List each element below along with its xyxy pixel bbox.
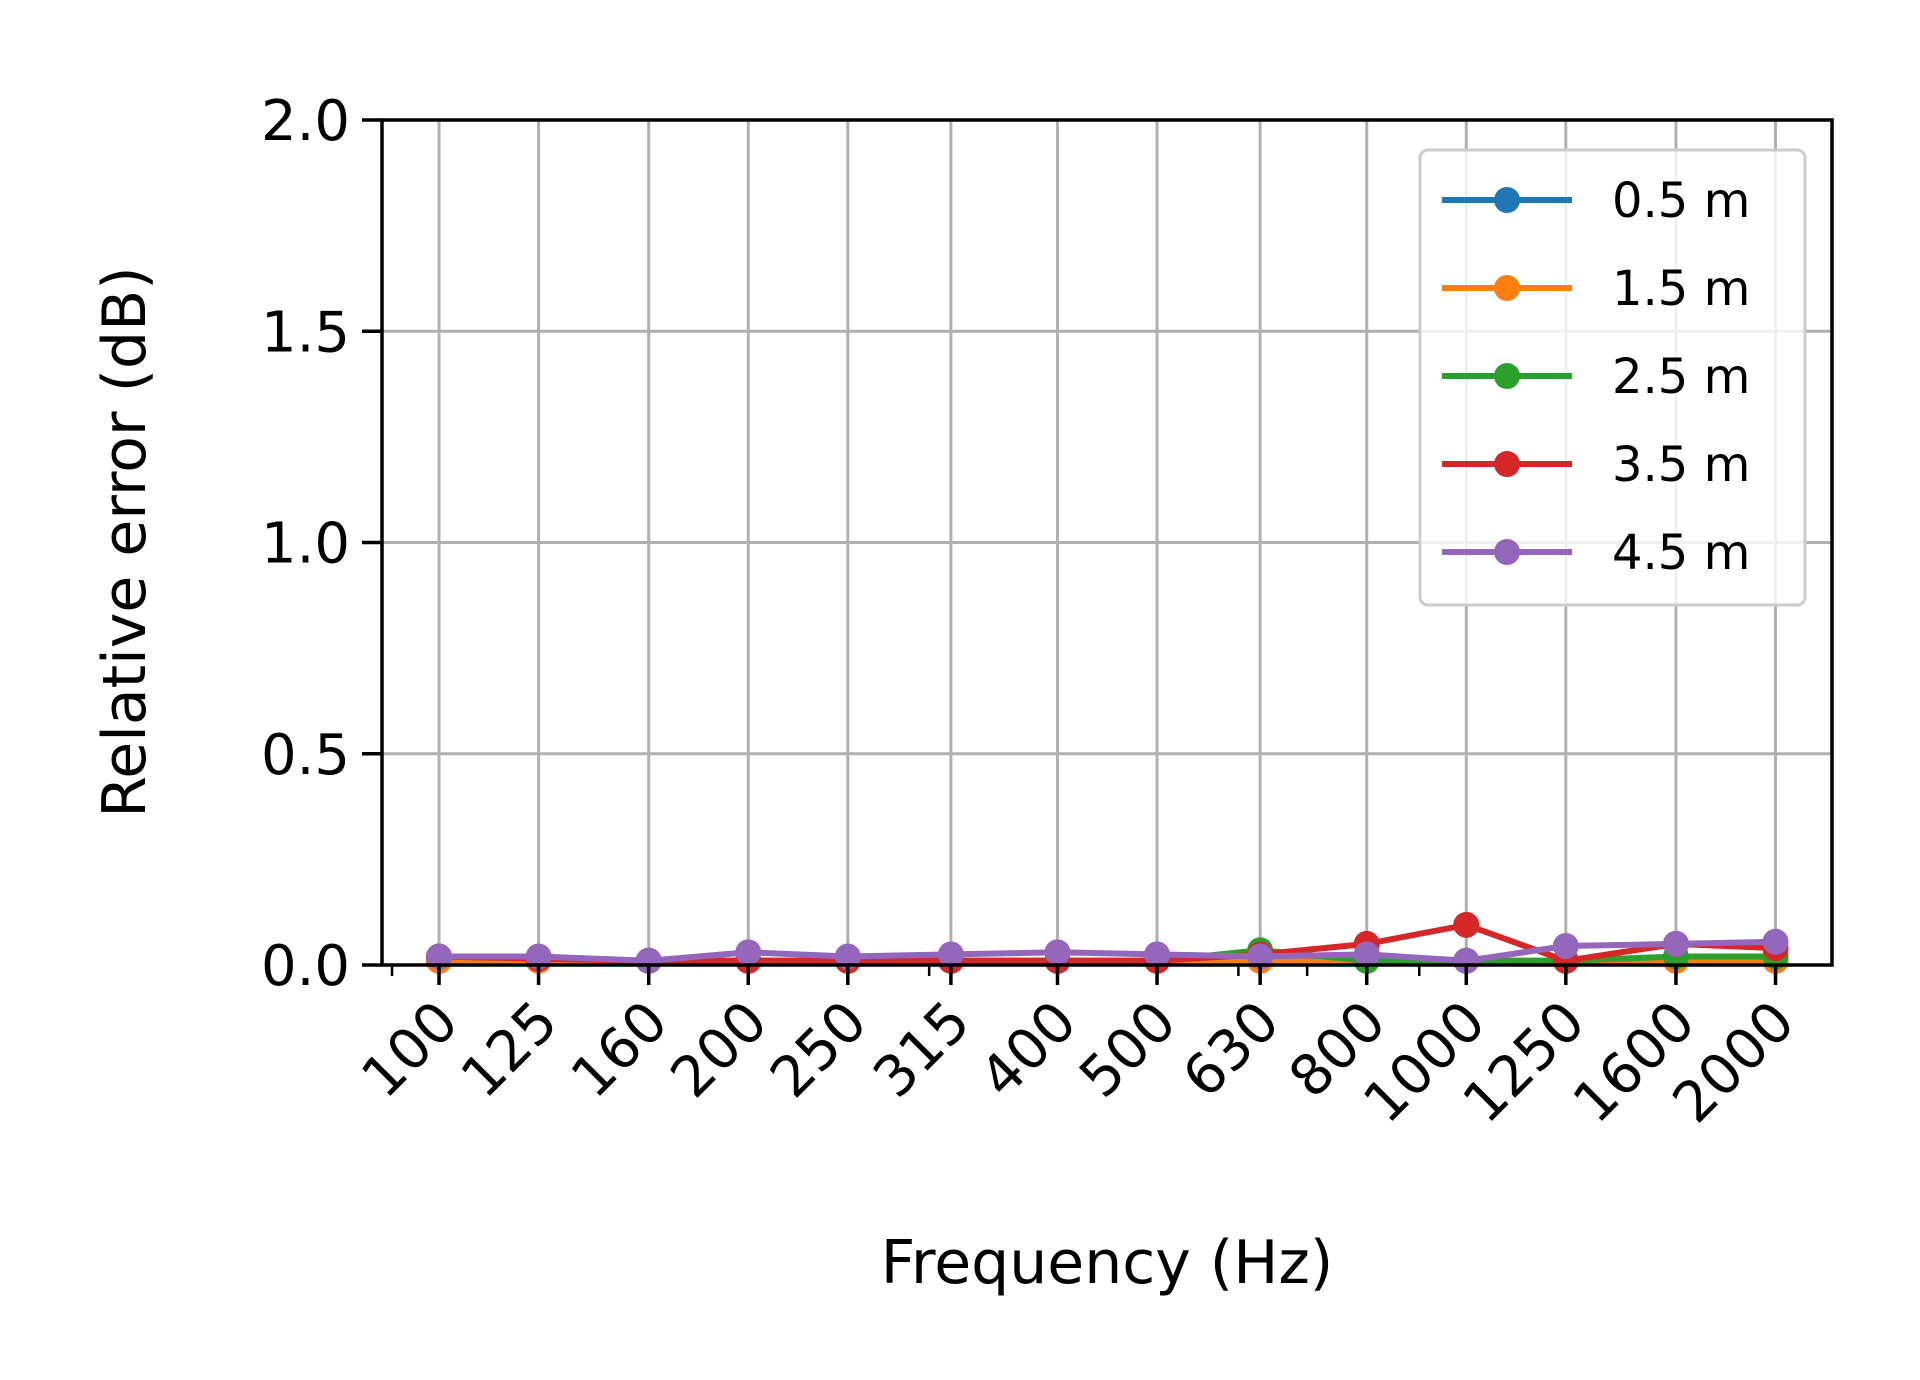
y-tick-label: 1.0 <box>261 512 350 577</box>
legend-box <box>1418 148 1807 607</box>
legend-label: 0.5 m <box>1612 173 1750 229</box>
data-point-4-5-m <box>1353 941 1380 968</box>
series-line-4-5-m <box>436 938 1779 964</box>
legend-marker <box>1494 275 1520 301</box>
legend-label: 4.5 m <box>1612 525 1750 581</box>
data-point-4-5-m <box>635 947 662 974</box>
data-point-4-5-m <box>525 943 552 970</box>
data-point-4-5-m <box>735 939 762 966</box>
legend-marker <box>1494 187 1520 213</box>
legend-label: 3.5 m <box>1612 437 1750 493</box>
y-tick-label: 0.5 <box>261 723 350 788</box>
data-point-4-5-m <box>834 943 861 970</box>
data-point-4-5-m <box>1762 928 1789 955</box>
data-point-4-5-m <box>1247 943 1274 970</box>
y-tick-label: 0.0 <box>261 934 350 999</box>
y-axis-label: Relative error (dB) <box>90 266 160 817</box>
data-point-4-5-m <box>937 941 964 968</box>
y-tick-label: 2.0 <box>261 89 350 154</box>
legend-label: 2.5 m <box>1612 349 1750 405</box>
legend-marker <box>1494 451 1520 477</box>
data-point-4-5-m <box>1044 939 1071 966</box>
data-point-4-5-m <box>426 943 453 970</box>
legend: 0.5 m 1.5 m 2.5 m 3.5 m 4.5 m <box>1418 148 1807 607</box>
x-axis-label: Frequency (Hz) <box>881 1228 1333 1298</box>
legend-label: 1.5 m <box>1612 261 1750 317</box>
data-point-4-5-m <box>1453 947 1480 974</box>
data-point-4-5-m <box>1144 941 1171 968</box>
legend-marker <box>1494 539 1520 565</box>
legend-marker <box>1494 363 1520 389</box>
data-point-4-5-m <box>1662 930 1689 957</box>
data-point-3-5-m <box>1453 911 1480 938</box>
data-point-4-5-m <box>1552 932 1579 959</box>
y-tick-label: 1.5 <box>261 300 350 365</box>
